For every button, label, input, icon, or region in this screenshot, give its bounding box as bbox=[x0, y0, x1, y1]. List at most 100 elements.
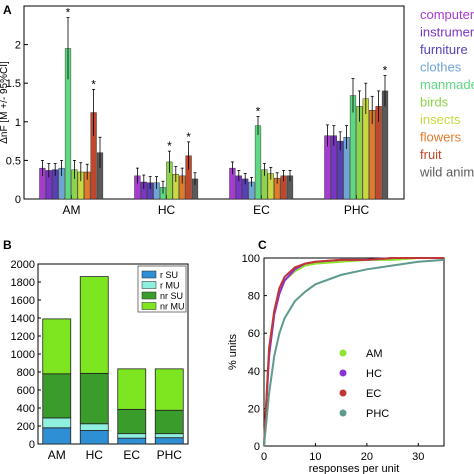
panel-a-legend-entry: computer bbox=[420, 7, 474, 22]
panel-a-legend-entry: birds bbox=[420, 95, 449, 110]
panel-c-frame bbox=[263, 257, 445, 447]
panel-b-y-tick-label: 0 bbox=[29, 439, 35, 451]
panel-b-bar-segment bbox=[42, 373, 72, 419]
panel-a-y-tick-label: 2 bbox=[15, 40, 21, 52]
panel-a-y-tick-label: 1.5 bbox=[6, 78, 21, 90]
panel-b-legend-label: r SU bbox=[160, 270, 178, 280]
panel-b-bar-segment bbox=[154, 433, 184, 439]
panel-b-bar-segment bbox=[42, 318, 72, 375]
panel-b-y-tick-label: 1600 bbox=[11, 295, 35, 307]
panel-b-label: B bbox=[3, 238, 12, 252]
panel-b-y-tick-label: 400 bbox=[17, 403, 35, 415]
panel-b-y-tick-label: 1800 bbox=[11, 277, 35, 289]
panel-a-frame bbox=[23, 5, 405, 200]
panel-c-x-axis-label: responses per unit bbox=[309, 463, 400, 474]
panel-b-bar-segment bbox=[117, 433, 147, 439]
panel-b-stacked-bar-chart: 0 200 400 600 800 1000 1200 1400 1600 1800 2000 AM H… bbox=[11, 259, 189, 462]
panel-c-legend-label: EC bbox=[366, 388, 381, 400]
panel-c-x-tick-label: 0 bbox=[261, 451, 267, 463]
panel-b-bar-segment bbox=[154, 368, 184, 411]
panel-c-legend-marker bbox=[339, 369, 347, 377]
panel-a-x-tick-label: HC bbox=[158, 203, 176, 217]
panel-c-series-line bbox=[263, 258, 445, 447]
panel-b-legend-label: nr SU bbox=[160, 291, 183, 301]
panel-b-bar-segment bbox=[117, 368, 147, 410]
panel-c-y-tick-label: 20 bbox=[248, 403, 260, 415]
panel-b-bar-segment bbox=[79, 372, 109, 425]
panel-c-legend-marker bbox=[339, 389, 347, 397]
panel-a-y-axis-label: ΔnF [M +/- 95%CI] bbox=[0, 61, 10, 144]
panel-a-x-tick-label: AM bbox=[63, 203, 81, 217]
panel-c-x-tick-label: 30 bbox=[412, 451, 424, 463]
panel-a-legend-entry: fruit bbox=[420, 147, 442, 162]
panel-a-bar bbox=[381, 90, 389, 200]
panel-b-legend-label: r MU bbox=[160, 281, 180, 291]
panel-b-legend-swatch bbox=[141, 302, 157, 310]
panel-b-y-tick-label: 200 bbox=[17, 421, 35, 433]
panel-b-x-tick-label: HC bbox=[86, 448, 104, 462]
panel-b-x-tick-label: AM bbox=[48, 448, 66, 462]
panel-a-legend-entry: instruments bbox=[420, 25, 474, 40]
panel-b-bar-segment bbox=[42, 417, 72, 429]
panel-a-legend-entry: clothes bbox=[420, 60, 462, 75]
panel-b-y-tick-label: 1200 bbox=[11, 331, 35, 343]
panel-a-x-tick-label: PHC bbox=[344, 203, 370, 217]
panel-c-y-tick-label: 100 bbox=[242, 253, 260, 265]
panel-a-y-tick-label: 0.5 bbox=[6, 155, 21, 167]
panel-c-cumulative-line-chart: 0 20 40 60 80 100 0 10 20 30 responses per unit % u… bbox=[227, 253, 445, 474]
panel-a-significance-star: * bbox=[91, 77, 96, 91]
panel-a-legend-entry: wild animals bbox=[419, 165, 474, 180]
panel-b-legend-swatch bbox=[141, 291, 157, 300]
panel-c-y-tick-label: 80 bbox=[248, 291, 260, 303]
panel-c-y-tick-label: 40 bbox=[248, 366, 260, 378]
panel-b-legend-label: nr MU bbox=[160, 302, 185, 312]
panel-a-significance-star: * bbox=[167, 139, 172, 153]
panel-b-y-tick-label: 1400 bbox=[11, 313, 35, 325]
panel-c-x-tick-label: 10 bbox=[309, 451, 321, 463]
panel-a-legend-entry: flowers bbox=[420, 130, 462, 145]
panel-c-series-line bbox=[263, 257, 444, 447]
panel-b-bar-segment bbox=[154, 437, 184, 445]
panel-c-legend-marker bbox=[339, 349, 347, 357]
panel-b-y-tick-label: 2000 bbox=[11, 259, 35, 271]
panel-c-series-line bbox=[263, 257, 444, 447]
panel-b-y-tick-label: 800 bbox=[17, 367, 35, 379]
panel-a-legend-entry: furniture bbox=[420, 42, 468, 57]
panel-a-y-tick-label: 0 bbox=[15, 194, 21, 206]
panel-b-legend-swatch bbox=[141, 281, 157, 289]
panel-a-significance-star: * bbox=[383, 63, 388, 77]
panel-c-series-line bbox=[263, 257, 444, 447]
panel-b-bar-segment bbox=[154, 409, 184, 435]
panel-b-bar-segment bbox=[79, 423, 109, 431]
panel-c-y-tick-label: 60 bbox=[248, 328, 260, 340]
panel-b-bar-segment bbox=[117, 408, 147, 435]
panel-c-label: C bbox=[258, 238, 267, 252]
panel-a-significance-star: * bbox=[66, 6, 71, 20]
panel-c-legend-label: AM bbox=[366, 348, 383, 360]
panel-c-legend-label: HC bbox=[366, 368, 382, 380]
panel-b-y-tick-label: 600 bbox=[17, 385, 35, 397]
panel-a-bar-chart: 0 0.5 1 1.5 2 ΔnF [M +/- 95%CI] AM * * HC * * EC * PHC… bbox=[0, 5, 474, 217]
panel-b-bar-segment bbox=[117, 437, 147, 445]
panel-a-x-tick-label: EC bbox=[253, 203, 270, 217]
panel-c-legend-marker bbox=[339, 409, 347, 417]
panel-b-x-tick-label: PHC bbox=[157, 448, 183, 462]
panel-b-y-tick-label: 1000 bbox=[11, 349, 35, 361]
panel-a-legend-entry: insects bbox=[420, 112, 461, 127]
panel-b-legend-swatch bbox=[141, 270, 157, 279]
panel-c-x-tick-label: 20 bbox=[361, 451, 373, 463]
panel-a-legend-entry: manmade food bbox=[420, 77, 474, 92]
panel-b-bar-segment bbox=[79, 276, 109, 374]
panel-b-bar-segment bbox=[42, 427, 72, 445]
panel-a-bar bbox=[254, 125, 262, 200]
panel-b-bar-segment bbox=[79, 430, 109, 445]
panel-a-significance-star: * bbox=[256, 104, 261, 118]
panel-c-legend-label: PHC bbox=[366, 408, 389, 420]
panel-b-x-tick-label: EC bbox=[123, 448, 140, 462]
panel-c-y-axis-label: % units bbox=[227, 333, 239, 370]
panel-a-significance-star: * bbox=[186, 130, 191, 144]
panel-a-label: A bbox=[3, 3, 12, 17]
panel-a-y-tick-label: 1 bbox=[15, 117, 21, 129]
panel-c-y-tick-label: 0 bbox=[254, 441, 260, 453]
